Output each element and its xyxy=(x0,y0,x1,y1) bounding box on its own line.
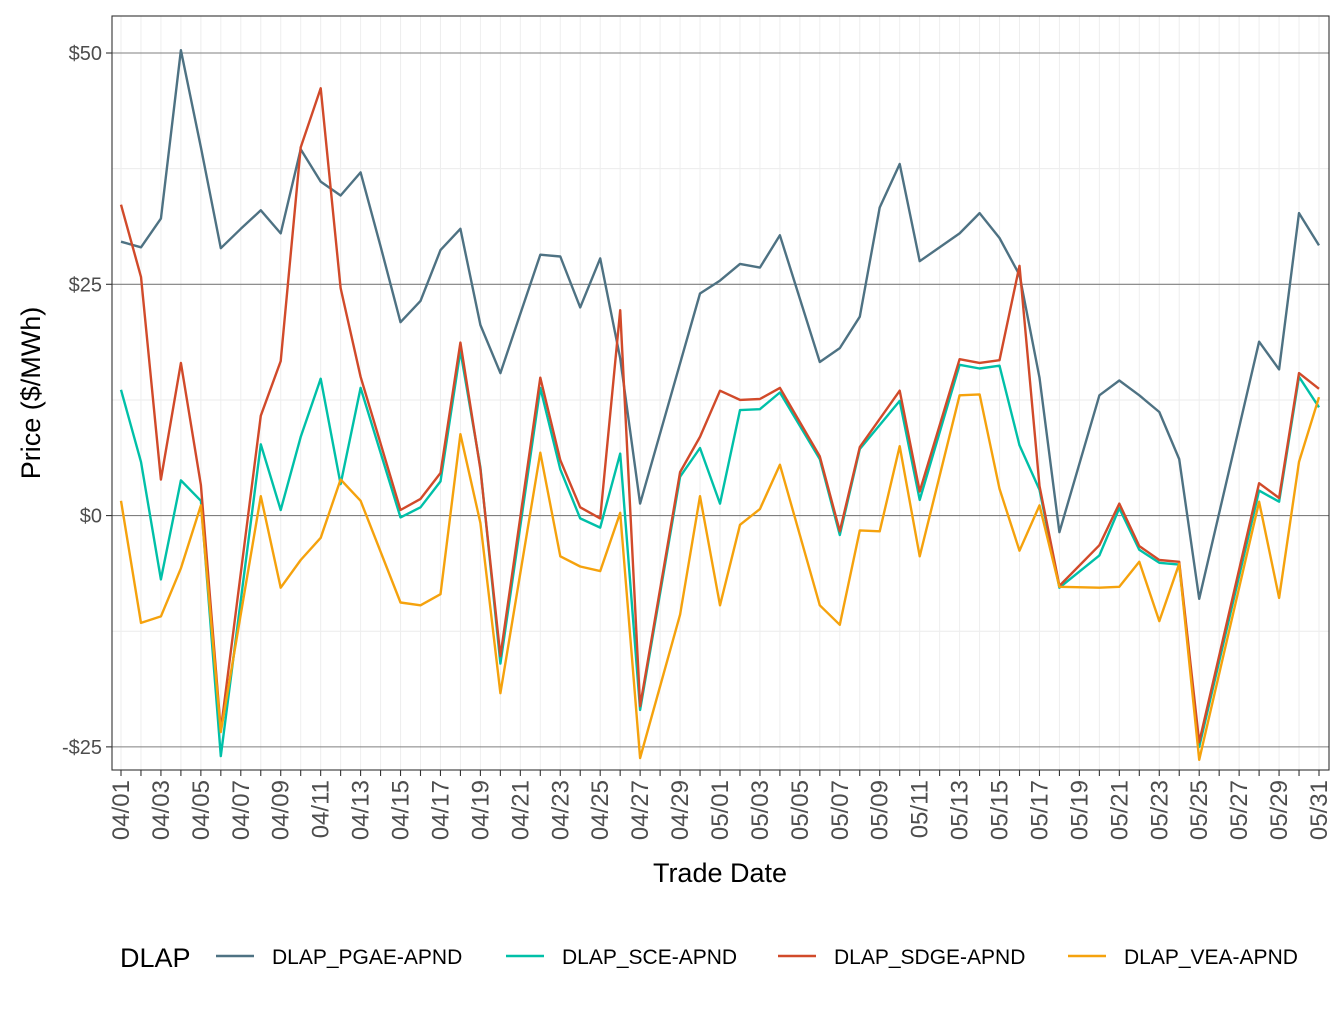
x-tick-label: 05/11 xyxy=(907,780,934,838)
x-tick-label: 05/31 xyxy=(1306,780,1333,840)
x-tick-label: 04/23 xyxy=(547,780,574,840)
x-tick-label: 04/19 xyxy=(467,780,494,840)
x-tick-label: 04/15 xyxy=(388,780,415,840)
x-tick-label: 05/03 xyxy=(747,780,774,840)
x-tick-label: 05/19 xyxy=(1066,780,1093,840)
x-tick-label: 04/25 xyxy=(587,780,614,840)
x-tick-label: 04/17 xyxy=(427,780,454,840)
y-tick-label: $25 xyxy=(69,274,102,296)
x-tick-label: 05/27 xyxy=(1226,780,1253,840)
legend-label: DLAP_SCE-APND xyxy=(562,946,737,969)
x-tick-label: 04/09 xyxy=(268,780,295,840)
x-tick-label: 05/15 xyxy=(987,780,1014,840)
x-tick-label: 05/17 xyxy=(1026,780,1053,840)
x-tick-label: 05/05 xyxy=(787,780,814,840)
legend-title: DLAP xyxy=(120,943,191,973)
legend-label: DLAP_PGAE-APND xyxy=(272,946,462,969)
y-axis-title: Price ($/MWh) xyxy=(16,307,46,480)
x-tick-label: 04/07 xyxy=(228,780,255,840)
x-tick-label: 05/29 xyxy=(1266,780,1293,840)
x-tick-label: 04/03 xyxy=(148,780,175,840)
y-tick-label: -$25 xyxy=(62,737,102,759)
x-tick-label: 04/01 xyxy=(108,780,135,840)
x-tick-label: 04/27 xyxy=(627,780,654,840)
legend-label: DLAP_VEA-APND xyxy=(1124,946,1298,969)
x-tick-label: 05/07 xyxy=(827,780,854,840)
legend-label: DLAP_SDGE-APND xyxy=(834,946,1025,969)
x-tick-label: 05/13 xyxy=(947,780,974,840)
x-tick-label: 05/21 xyxy=(1106,780,1133,840)
x-axis-title: Trade Date xyxy=(653,858,787,888)
x-tick-label: 04/11 xyxy=(308,780,335,838)
y-tick-label: $50 xyxy=(69,43,102,65)
x-tick-label: 05/23 xyxy=(1146,780,1173,840)
x-tick-label: 04/13 xyxy=(348,780,375,840)
y-tick-label: $0 xyxy=(80,506,102,528)
x-tick-label: 05/25 xyxy=(1186,780,1213,840)
x-tick-label: 04/29 xyxy=(667,780,694,840)
x-tick-label: 05/01 xyxy=(707,780,734,840)
x-tick-label: 05/09 xyxy=(867,780,894,840)
x-tick-label: 04/21 xyxy=(507,780,534,840)
x-tick-label: 04/05 xyxy=(188,780,215,840)
